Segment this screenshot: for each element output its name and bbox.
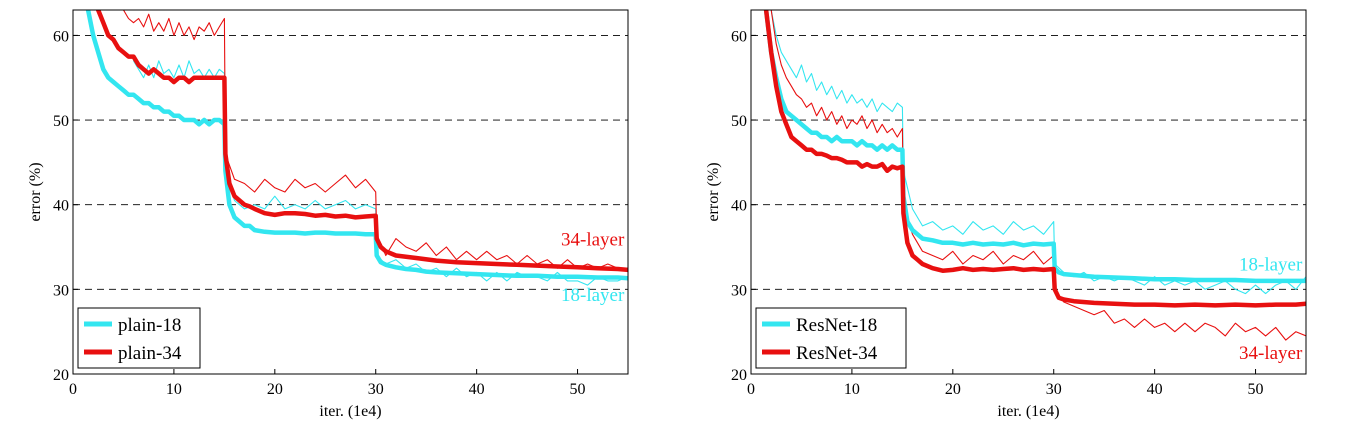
legend-label: ResNet-34 xyxy=(796,343,878,364)
series-line-plain-34-thin xyxy=(122,10,628,269)
x-tick-label: 10 xyxy=(844,381,860,398)
x-tick-label: 30 xyxy=(1046,381,1062,398)
legend-label: plain-18 xyxy=(118,315,181,336)
x-tick-label: 0 xyxy=(69,381,77,398)
y-axis-label: error (%) xyxy=(27,162,44,221)
series-line-ResNet-18-thin xyxy=(770,10,1306,295)
y-tick-label: 60 xyxy=(731,28,747,45)
chart-panel-2: 0 10 20 30 40 50 20 30 40 50 60 iter. (1e4) error (%… xyxy=(705,9,1307,420)
x-tick-label: 40 xyxy=(1147,381,1163,398)
legend-box xyxy=(755,307,907,369)
x-axis-label: iter. (1e4) xyxy=(319,403,381,420)
x-tick-label: 50 xyxy=(570,381,586,398)
chart-panel-1: 0 10 20 30 40 50 20 30 40 50 60 iter. (1e4) error (%… xyxy=(27,9,629,420)
x-tick-label: 50 xyxy=(1248,381,1264,398)
axes-frame xyxy=(72,9,629,375)
series-line-plain-18-thin xyxy=(132,60,628,286)
series-line-plain-34-thick xyxy=(95,10,628,273)
annotation-label: 18-layer xyxy=(561,285,625,306)
x-tick-label: 0 xyxy=(747,381,755,398)
legend-label: plain-34 xyxy=(118,343,182,364)
y-tick-label: 60 xyxy=(53,28,69,45)
y-tick-label: 30 xyxy=(53,282,69,299)
series-line-ResNet-18-thick xyxy=(763,10,1306,284)
x-tick-label: 20 xyxy=(945,381,961,398)
legend: ResNet-18 ResNet-34 xyxy=(755,307,907,369)
y-tick-label: 40 xyxy=(731,198,747,215)
y-tick-label: 20 xyxy=(731,367,747,384)
y-axis-label: error (%) xyxy=(705,162,722,221)
x-tick-label: 30 xyxy=(368,381,384,398)
x-axis-label: iter. (1e4) xyxy=(997,403,1059,420)
x-tick-label: 20 xyxy=(267,381,283,398)
y-tick-label: 30 xyxy=(731,282,747,299)
x-tick-label: 10 xyxy=(166,381,182,398)
annotation-label: 18-layer xyxy=(1239,255,1303,276)
legend-box xyxy=(77,307,201,369)
series-line-ResNet-34-thick xyxy=(763,10,1306,308)
annotation-label: 34-layer xyxy=(561,229,625,250)
annotation-label: 34-layer xyxy=(1239,343,1303,364)
axes-frame xyxy=(750,9,1307,375)
series-line-plain-18-thick xyxy=(85,10,628,281)
y-tick-label: 50 xyxy=(731,113,747,130)
y-tick-label: 50 xyxy=(53,113,69,130)
legend-label: ResNet-18 xyxy=(796,315,877,336)
series-line-ResNet-34-thin xyxy=(770,10,1306,341)
legend: plain-18 plain-34 xyxy=(77,307,201,369)
x-tick-label: 40 xyxy=(469,381,485,398)
y-tick-label: 20 xyxy=(53,367,69,384)
y-tick-label: 40 xyxy=(53,198,69,215)
